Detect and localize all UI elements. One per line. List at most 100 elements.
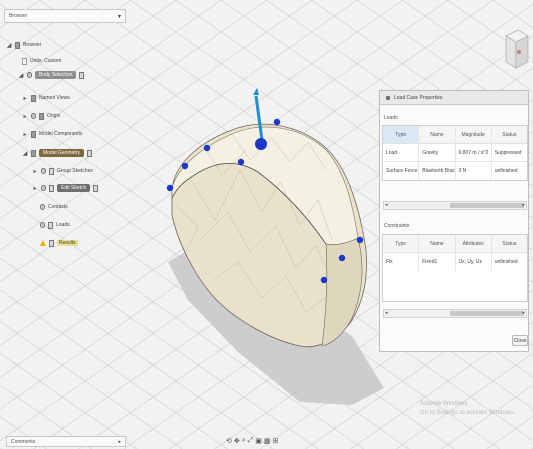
tree-item-label: Contacts bbox=[48, 204, 68, 210]
component-icon bbox=[15, 41, 20, 49]
watermark-line-2: Go to Settings to activate Windows. bbox=[420, 410, 515, 416]
sketch-icon bbox=[49, 184, 54, 192]
tree-item-label: Group Sketches bbox=[57, 168, 93, 174]
scroll-thumb[interactable] bbox=[450, 203, 524, 208]
model-side-panel[interactable] bbox=[321, 237, 363, 347]
viewports-icon[interactable]: ⊞ bbox=[272, 438, 279, 445]
loads-icon bbox=[48, 221, 53, 229]
visibility-icon[interactable] bbox=[31, 113, 36, 119]
scroll-thumb[interactable] bbox=[450, 311, 524, 316]
scroll-right-icon[interactable]: ▸ bbox=[522, 202, 525, 208]
move-arrow-head bbox=[253, 88, 259, 95]
column-header[interactable]: Type bbox=[383, 235, 420, 252]
loads-table: Type Name Magnitude Status Load Gravity … bbox=[382, 125, 528, 181]
tree-item-label: Named Views bbox=[39, 95, 70, 101]
tree-item-label: Model Components bbox=[39, 131, 83, 137]
expand-icon[interactable]: ▸ bbox=[33, 168, 37, 175]
visibility-icon[interactable] bbox=[27, 72, 32, 78]
column-header[interactable]: Name bbox=[419, 235, 456, 252]
tree-item-label: Origin bbox=[47, 113, 61, 119]
visibility-icon[interactable] bbox=[40, 222, 45, 228]
column-header[interactable]: Magnitude bbox=[455, 126, 492, 143]
scroll-right-icon[interactable]: ▸ bbox=[522, 310, 525, 316]
loads-table-header: Type Name Magnitude Status bbox=[383, 126, 527, 144]
fit-icon[interactable]: ⤢ bbox=[247, 437, 254, 444]
tree-row-loads[interactable]: Loads bbox=[40, 220, 70, 230]
view-cube[interactable] bbox=[500, 22, 530, 80]
handle-point[interactable] bbox=[203, 144, 211, 152]
expand-icon[interactable]: ▸ bbox=[23, 131, 27, 138]
close-button[interactable]: Close bbox=[512, 335, 528, 346]
column-header[interactable]: Type bbox=[383, 126, 420, 143]
sketch-icon bbox=[49, 167, 54, 175]
tree-row-results[interactable]: Results bbox=[40, 238, 78, 248]
tree-row-group-sketches[interactable]: ▸ Group Sketches bbox=[32, 166, 93, 176]
visibility-icon[interactable] bbox=[41, 185, 46, 191]
tree-row-body-selection[interactable]: ◢ Body Selection bbox=[18, 70, 85, 80]
navigation-toolbar: ⟲ ✥ ⌕ ⤢ ▣ ▦ ⊞ bbox=[226, 436, 278, 446]
panel-title: Load Case Properties bbox=[394, 94, 443, 101]
browser-dropdown[interactable]: Browser ▾ bbox=[4, 9, 126, 23]
table-cell: Fix bbox=[383, 253, 420, 271]
tree-item-label: Loads bbox=[56, 222, 70, 228]
contacts-icon bbox=[40, 204, 45, 210]
tree-row-named-views[interactable]: ▸ Named Views bbox=[22, 93, 70, 103]
expand-icon[interactable]: ▸ bbox=[23, 95, 27, 102]
orbit-icon[interactable]: ⟲ bbox=[226, 438, 232, 445]
constraints-table: Type Name Attributes Status Fix Fixed1 U… bbox=[382, 234, 528, 302]
tree-row-model-components[interactable]: ▸ Model Components bbox=[22, 129, 82, 139]
expand-icon[interactable]: ▸ bbox=[23, 113, 27, 120]
table-cell: Suppressed bbox=[494, 149, 522, 156]
folder-icon bbox=[31, 94, 36, 102]
move-arrow-shaft bbox=[254, 95, 264, 141]
tree-row-model-geometry[interactable]: ◢ Model Geometry bbox=[22, 148, 92, 158]
tree-item-label: Units: Custom bbox=[30, 58, 62, 64]
column-header[interactable]: Name bbox=[419, 126, 456, 143]
handle-point[interactable] bbox=[338, 254, 346, 262]
display-icon[interactable]: ▣ bbox=[255, 438, 262, 445]
tree-row-contacts[interactable]: Contacts bbox=[40, 202, 68, 212]
handle-point[interactable] bbox=[356, 236, 364, 244]
handle-point[interactable] bbox=[320, 276, 328, 284]
results-icon bbox=[49, 239, 54, 247]
constraints-scrollbar[interactable]: ◂ ▸ bbox=[383, 309, 527, 318]
expand-icon[interactable]: ◢ bbox=[6, 42, 12, 49]
table-row[interactable]: Load Gravity 9.807 m / s^2 Suppressed bbox=[383, 144, 527, 162]
table-row[interactable]: Surface Force Bluetooth Bracket 3 N unfi… bbox=[383, 162, 527, 180]
handle-point[interactable] bbox=[166, 184, 174, 192]
zoom-icon[interactable]: ⌕ bbox=[241, 437, 246, 444]
activate-windows-watermark: Activate Windows Go to Settings to activ… bbox=[420, 400, 515, 418]
tree-row-root[interactable]: ◢ Browser bbox=[6, 40, 41, 50]
mesh-lines bbox=[175, 133, 337, 313]
scroll-left-icon[interactable]: ◂ bbox=[385, 310, 388, 316]
load-case-properties-panel: Load Case Properties Loads Type Name Mag… bbox=[379, 90, 529, 352]
expand-icon[interactable]: ◢ bbox=[18, 72, 24, 79]
table-cell: 3 N bbox=[456, 162, 492, 180]
tree-row-units[interactable]: Units: Custom bbox=[22, 56, 61, 66]
selected-face-outline bbox=[171, 163, 327, 245]
tree-row-edit-sketch[interactable]: ▸ Edit Sketch bbox=[32, 183, 99, 193]
loads-scrollbar[interactable]: ◂ ▸ bbox=[383, 201, 527, 210]
grid-icon[interactable]: ▦ bbox=[263, 438, 271, 445]
browser-dropdown-label: Browser bbox=[9, 13, 28, 19]
comments-dropdown[interactable]: Comments ▸ bbox=[6, 436, 126, 447]
panel-grip-icon bbox=[386, 95, 390, 100]
handle-point[interactable] bbox=[181, 162, 189, 170]
column-header[interactable]: Status bbox=[491, 235, 527, 252]
expand-icon[interactable]: ◢ bbox=[22, 150, 28, 157]
pan-icon[interactable]: ✥ bbox=[233, 438, 240, 445]
handle-main[interactable] bbox=[255, 138, 267, 150]
handle-point[interactable] bbox=[237, 158, 245, 166]
tree-item-label: Results bbox=[57, 240, 78, 246]
tree-row-origin[interactable]: ▸ Origin bbox=[22, 111, 60, 121]
visibility-icon[interactable] bbox=[41, 168, 46, 174]
column-header[interactable]: Attributes bbox=[455, 235, 492, 252]
constraints-section-label: Constraints bbox=[384, 223, 410, 229]
expand-icon[interactable]: ▸ bbox=[33, 185, 37, 192]
panel-header[interactable]: Load Case Properties bbox=[380, 91, 528, 105]
table-row[interactable]: Fix Fixed1 Ux, Uy, Uz unfinished bbox=[383, 253, 527, 271]
scroll-left-icon[interactable]: ◂ bbox=[385, 202, 388, 208]
column-header[interactable]: Status bbox=[491, 126, 527, 143]
handle-point[interactable] bbox=[273, 118, 281, 126]
